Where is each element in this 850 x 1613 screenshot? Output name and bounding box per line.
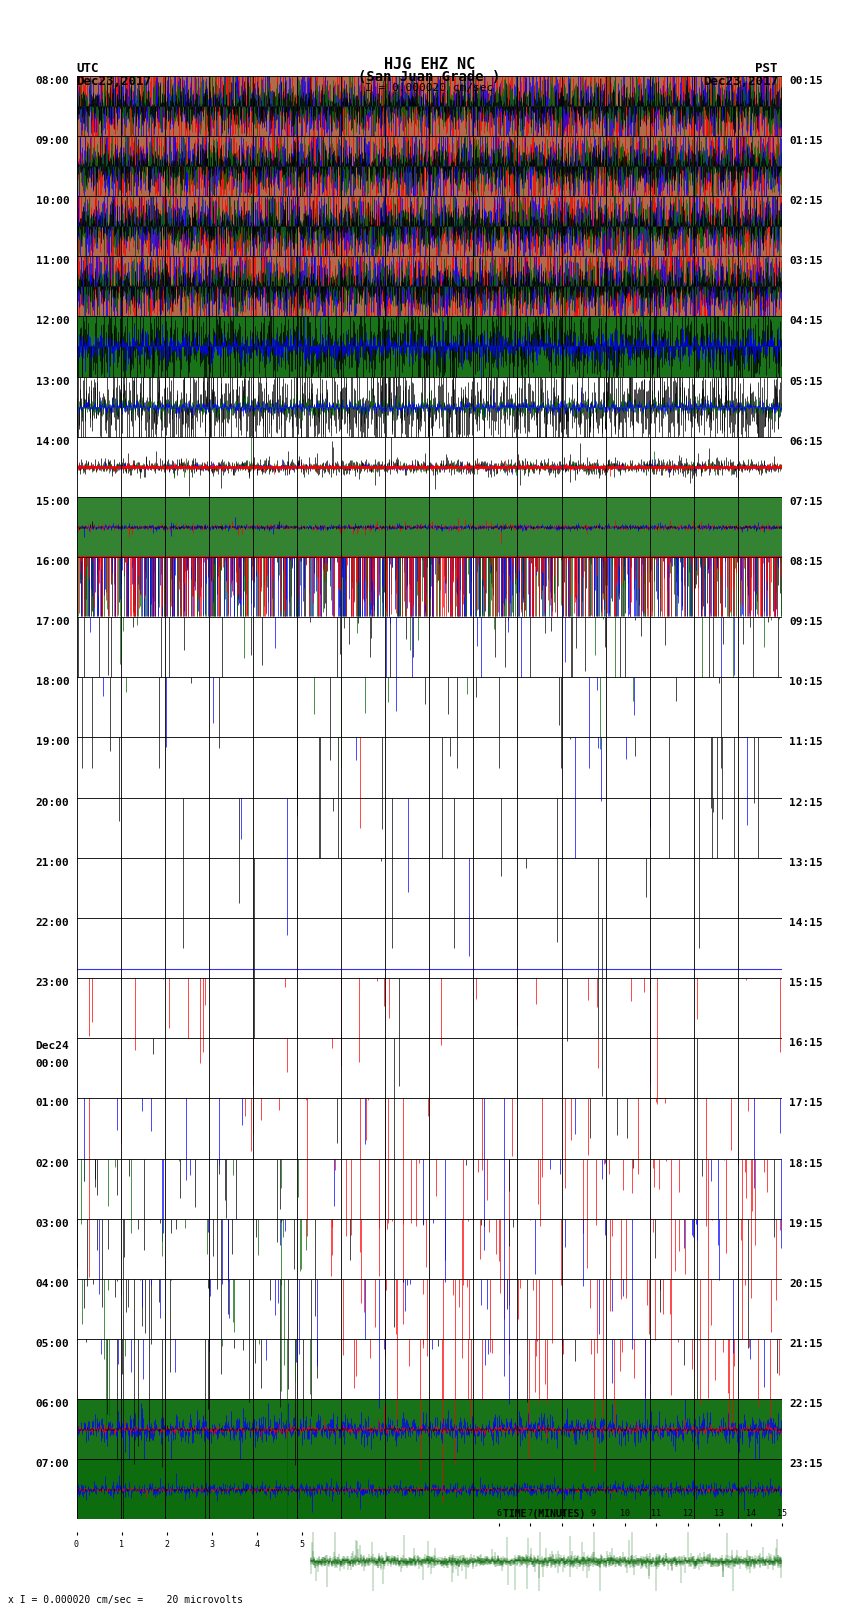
Text: 05:00: 05:00 [36, 1339, 70, 1348]
Text: 17:00: 17:00 [36, 618, 70, 627]
Text: HJG EHZ NC: HJG EHZ NC [383, 56, 475, 71]
Text: 09:00: 09:00 [36, 135, 70, 145]
Text: 03:15: 03:15 [789, 256, 823, 266]
Text: 09:15: 09:15 [789, 618, 823, 627]
Text: 04:00: 04:00 [36, 1279, 70, 1289]
Bar [76, 256, 782, 316]
Text: 13:00: 13:00 [36, 376, 70, 387]
Text: 01:00: 01:00 [36, 1098, 70, 1108]
Text: 23:00: 23:00 [36, 977, 70, 989]
Text: 06:00: 06:00 [36, 1398, 70, 1410]
Text: 22:00: 22:00 [36, 918, 70, 927]
Text: 16:15: 16:15 [789, 1039, 823, 1048]
Text: 19:15: 19:15 [789, 1219, 823, 1229]
Text: 14:00: 14:00 [36, 437, 70, 447]
Text: x I = 0.000020 cm/sec =    20 microvolts: x I = 0.000020 cm/sec = 20 microvolts [8, 1595, 243, 1605]
Bar [76, 135, 782, 197]
Text: TIME (MINUTES): TIME (MINUTES) [503, 1510, 585, 1519]
Text: 20:15: 20:15 [789, 1279, 823, 1289]
Text: 03:00: 03:00 [36, 1219, 70, 1229]
Text: 06:15: 06:15 [789, 437, 823, 447]
Text: 20:00: 20:00 [36, 798, 70, 808]
Text: 12:00: 12:00 [36, 316, 70, 326]
Text: 14:15: 14:15 [789, 918, 823, 927]
Text: 08:00: 08:00 [36, 76, 70, 85]
Text: 19:00: 19:00 [36, 737, 70, 747]
Text: Dec23,2017: Dec23,2017 [703, 76, 778, 89]
Text: 02:15: 02:15 [789, 197, 823, 206]
Bar [76, 197, 782, 256]
Text: 18:15: 18:15 [789, 1158, 823, 1168]
Bar [76, 497, 782, 556]
Text: 23:15: 23:15 [789, 1460, 823, 1469]
Text: 11:00: 11:00 [36, 256, 70, 266]
Text: 22:15: 22:15 [789, 1398, 823, 1410]
Bar [76, 256, 782, 316]
Text: 10:00: 10:00 [36, 197, 70, 206]
Bar [76, 316, 782, 376]
Text: 21:00: 21:00 [36, 858, 70, 868]
Text: Dec23,2017: Dec23,2017 [76, 76, 151, 89]
Text: 04:15: 04:15 [789, 316, 823, 326]
Text: 07:15: 07:15 [789, 497, 823, 506]
Text: 15:00: 15:00 [36, 497, 70, 506]
Bar [76, 1460, 782, 1519]
Text: I = 0.000020 cm/sec: I = 0.000020 cm/sec [366, 82, 493, 92]
Text: 11:15: 11:15 [789, 737, 823, 747]
Bar [76, 76, 782, 135]
Text: 13:15: 13:15 [789, 858, 823, 868]
Bar [76, 197, 782, 256]
Text: 07:00: 07:00 [36, 1460, 70, 1469]
Bar [76, 1398, 782, 1460]
Bar [76, 135, 782, 197]
Text: 08:15: 08:15 [789, 556, 823, 568]
Text: 02:00: 02:00 [36, 1158, 70, 1168]
Text: 18:00: 18:00 [36, 677, 70, 687]
Text: 12:15: 12:15 [789, 798, 823, 808]
Text: 17:15: 17:15 [789, 1098, 823, 1108]
Text: 01:15: 01:15 [789, 135, 823, 145]
Text: (San Juan Grade ): (San Juan Grade ) [358, 69, 501, 84]
Bar [76, 76, 782, 135]
Text: UTC: UTC [76, 63, 99, 76]
Text: 16:00: 16:00 [36, 556, 70, 568]
Text: 15:15: 15:15 [789, 977, 823, 989]
Text: 10:15: 10:15 [789, 677, 823, 687]
Text: 21:15: 21:15 [789, 1339, 823, 1348]
Text: 00:15: 00:15 [789, 76, 823, 85]
Text: Dec24: Dec24 [36, 1042, 70, 1052]
Text: 05:15: 05:15 [789, 376, 823, 387]
Text: 00:00: 00:00 [36, 1060, 70, 1069]
Text: PST: PST [756, 63, 778, 76]
